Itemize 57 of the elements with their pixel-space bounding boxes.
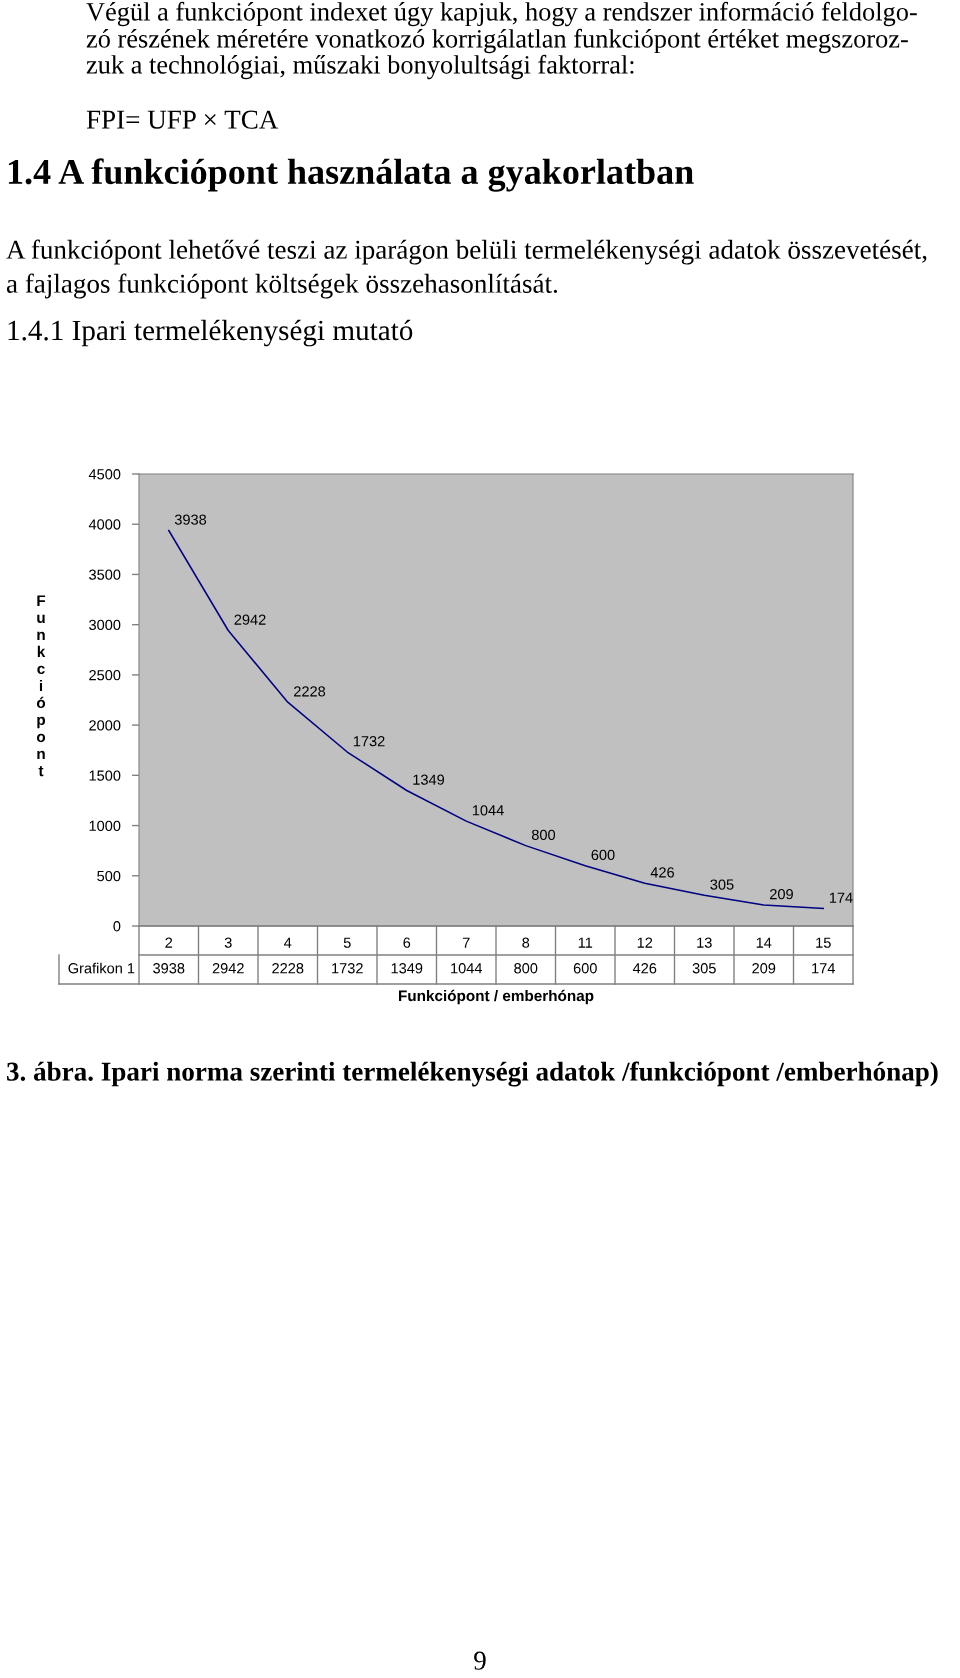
data-label: 305	[692, 963, 716, 974]
x-tick-label: 11	[578, 937, 593, 948]
data-label: 209	[770, 889, 793, 900]
text: FPI= UFP × TCA	[86, 110, 279, 129]
text: 1.4.1 Ipari termelékenységi mutató	[8, 319, 413, 347]
data-label: 3938	[174, 514, 207, 525]
data-label: 209	[752, 963, 776, 974]
x-tick-label: 2	[165, 937, 173, 948]
text: Végül a funkciópont indexet úgy kapjuk, hogy a rendszer információ feldolgo- zó részének méretére vonatkozó korrigálatlan funkciópont értéket megszoroz- zuk a technológiai, műszaki bonyolultsági faktorral:	[86, 1, 917, 80]
x-tick-label: 5	[343, 937, 351, 948]
y-tick-label: 0	[113, 921, 121, 932]
data-label: 1349	[391, 963, 423, 974]
text: 3. ábra. Ipari norma szerinti termelékenységi adatok /funkciópont /emberhónap)	[7, 1061, 938, 1087]
y-tick-label: 1000	[89, 820, 121, 831]
x-tick-label: 6	[403, 937, 411, 948]
y-tick-label: 4000	[88, 519, 121, 530]
x-tick-label: 4	[284, 937, 292, 948]
data-label: 3938	[153, 963, 185, 974]
data-label: 1349	[413, 774, 445, 785]
text: Funkciópont	[36, 595, 46, 777]
x-tick-label: 12	[637, 937, 653, 948]
x-tick-label: 15	[816, 937, 831, 948]
data-label: 426	[632, 963, 657, 974]
data-label: 2942	[212, 963, 244, 974]
y-tick-label: 1500	[89, 770, 121, 781]
x-tick-label: 13	[697, 937, 712, 948]
text: A funkciópont lehetővé teszi az iparágon belüli termelékenységi adatok összevetését, a fajlagos funkciópont költségek összehasonlítását.	[6, 239, 927, 299]
data-label: 305	[710, 879, 734, 890]
y-tick-label: 4500	[88, 469, 121, 480]
data-label: 2228	[294, 686, 326, 697]
text: 1.4 A funkciópont használata a gyakorlatban	[8, 158, 694, 192]
data-label: 1044	[451, 963, 483, 974]
y-tick-label: 500	[97, 870, 121, 882]
data-label: 426	[650, 867, 674, 878]
data-label: 2942	[234, 614, 266, 625]
data-label: 800	[514, 963, 538, 974]
text: 9	[474, 1651, 486, 1670]
y-tick-label: 3500	[89, 569, 121, 580]
data-label: 600	[591, 849, 615, 861]
legend-label: Grafikon 1	[68, 962, 135, 974]
y-tick-label: 2500	[89, 669, 121, 681]
x-tick-label: 7	[462, 937, 470, 948]
data-label: 800	[531, 829, 556, 840]
data-label: 2228	[272, 963, 304, 974]
data-label: 600	[573, 963, 597, 974]
y-tick-label: 2000	[89, 720, 121, 731]
data-label: 174	[812, 963, 835, 974]
data-label: 1732	[332, 963, 363, 974]
x-tick-label: 8	[522, 937, 530, 948]
line-series	[167, 529, 825, 910]
x-axis-title: Funkciópont / emberhónap	[399, 989, 594, 1005]
x-tick-label: 14	[756, 937, 772, 948]
data-label: 1044	[472, 805, 504, 816]
x-tick-label: 3	[224, 937, 232, 948]
data-label: 1732	[353, 736, 385, 747]
data-label: 174	[829, 892, 853, 903]
y-tick-label: 3000	[89, 619, 121, 631]
